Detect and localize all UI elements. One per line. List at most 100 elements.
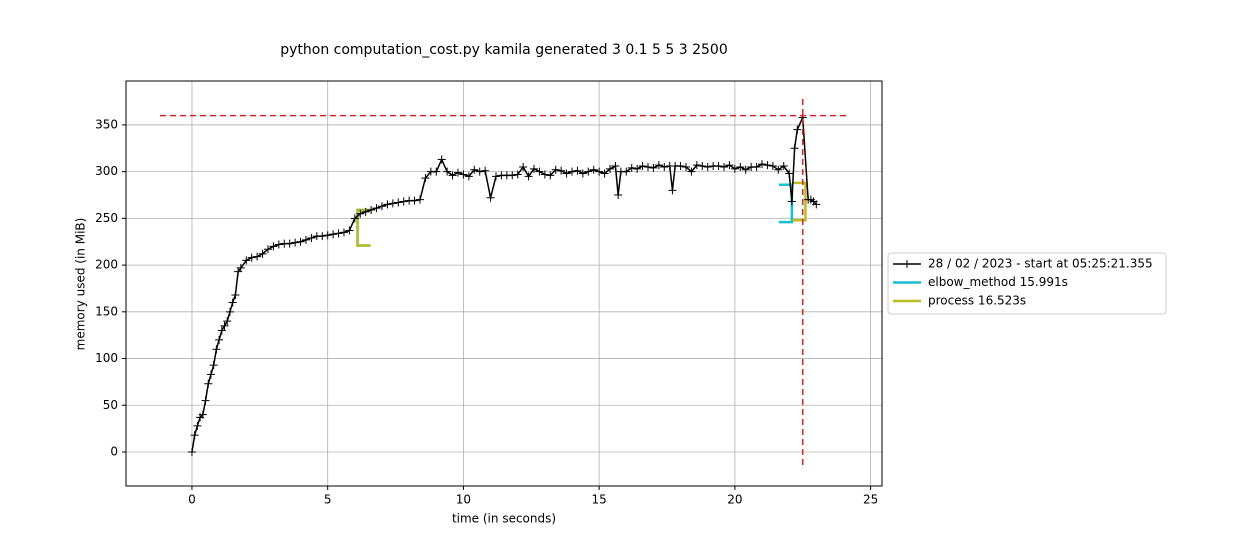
point-marker (481, 166, 490, 175)
point-marker (551, 165, 560, 174)
x-tick-label: 15 (592, 493, 607, 507)
point-marker (437, 155, 446, 164)
point-marker (698, 162, 707, 171)
point-marker (190, 431, 199, 440)
point-marker (491, 172, 500, 181)
series-line (191, 117, 817, 453)
legend-marker (903, 260, 911, 268)
point-marker (339, 228, 348, 237)
point-marker (787, 197, 796, 206)
point-marker (692, 161, 701, 170)
point-marker (741, 165, 750, 174)
point-marker (394, 198, 403, 207)
point-marker (595, 167, 604, 176)
point-marker (258, 249, 267, 258)
point-marker (329, 230, 338, 239)
x-tick-label: 10 (456, 493, 471, 507)
point-marker (415, 195, 424, 204)
y-tick-label: 0 (110, 444, 118, 458)
x-tick-label: 5 (324, 493, 332, 507)
function-bracket (792, 181, 807, 222)
point-marker (540, 170, 549, 179)
point-marker (752, 162, 761, 171)
point-marker (611, 162, 620, 171)
point-marker (524, 172, 533, 181)
point-marker (589, 165, 598, 174)
point-marker (242, 256, 251, 265)
point-marker (291, 238, 300, 247)
point-marker (231, 290, 240, 299)
point-marker (334, 229, 343, 238)
point-marker (519, 162, 528, 171)
x-axis-label: time (in seconds) (452, 512, 556, 526)
point-marker (247, 253, 256, 262)
point-marker (687, 167, 696, 176)
point-marker (736, 162, 745, 171)
point-marker (633, 164, 642, 173)
point-marker (600, 169, 609, 178)
y-tick-label: 150 (95, 304, 118, 318)
point-marker (812, 200, 821, 209)
legend-box (887, 252, 1167, 315)
point-marker (562, 169, 571, 178)
point-marker (793, 125, 802, 134)
point-marker (508, 171, 517, 180)
x-tick-label: 0 (188, 493, 196, 507)
point-marker (236, 263, 245, 272)
point-marker (606, 164, 615, 173)
y-tick-label: 50 (103, 398, 118, 412)
point-marker (475, 167, 484, 176)
point-marker (274, 240, 283, 249)
point-marker (774, 165, 783, 174)
y-axis-label: memory used (in MiB) (74, 218, 88, 351)
point-marker (668, 186, 677, 195)
point-marker (644, 162, 653, 171)
point-marker (464, 172, 473, 181)
legend-label: process 16.523s (928, 294, 1026, 308)
point-marker (201, 396, 210, 405)
point-marker (206, 370, 215, 379)
point-marker (323, 231, 332, 240)
function-bracket (356, 208, 371, 247)
point-marker (220, 321, 229, 330)
point-marker (513, 170, 522, 179)
point-marker (432, 167, 441, 176)
point-marker (578, 169, 587, 178)
point-marker (638, 162, 647, 171)
y-tick-label: 250 (95, 211, 118, 225)
point-marker (768, 162, 777, 171)
point-marker (529, 164, 538, 173)
point-marker (567, 167, 576, 176)
point-marker (225, 307, 234, 316)
point-marker (649, 163, 658, 172)
point-marker (350, 214, 359, 223)
point-marker (779, 162, 788, 171)
point-marker (377, 202, 386, 211)
y-tick-label: 200 (95, 258, 118, 272)
point-marker (758, 160, 767, 169)
x-tick-label: 25 (863, 493, 878, 507)
point-marker (714, 162, 723, 171)
point-marker (318, 232, 327, 241)
point-marker (193, 421, 202, 430)
point-marker (187, 447, 196, 456)
point-marker (763, 161, 772, 170)
point-marker (573, 166, 582, 175)
point-marker (399, 197, 408, 206)
point-marker (383, 200, 392, 209)
point-marker (223, 317, 232, 326)
point-marker (459, 170, 468, 179)
chart-title: python computation_cost.py kamila genera… (280, 42, 728, 58)
point-marker (367, 205, 376, 214)
point-marker (372, 204, 381, 213)
point-marker (486, 193, 495, 202)
point-marker (682, 162, 691, 171)
point-marker (785, 169, 794, 178)
y-tick-label: 350 (95, 117, 118, 131)
point-marker (720, 162, 729, 171)
point-marker (204, 379, 213, 388)
point-marker (535, 167, 544, 176)
point-marker (614, 191, 623, 200)
point-marker (725, 161, 734, 170)
